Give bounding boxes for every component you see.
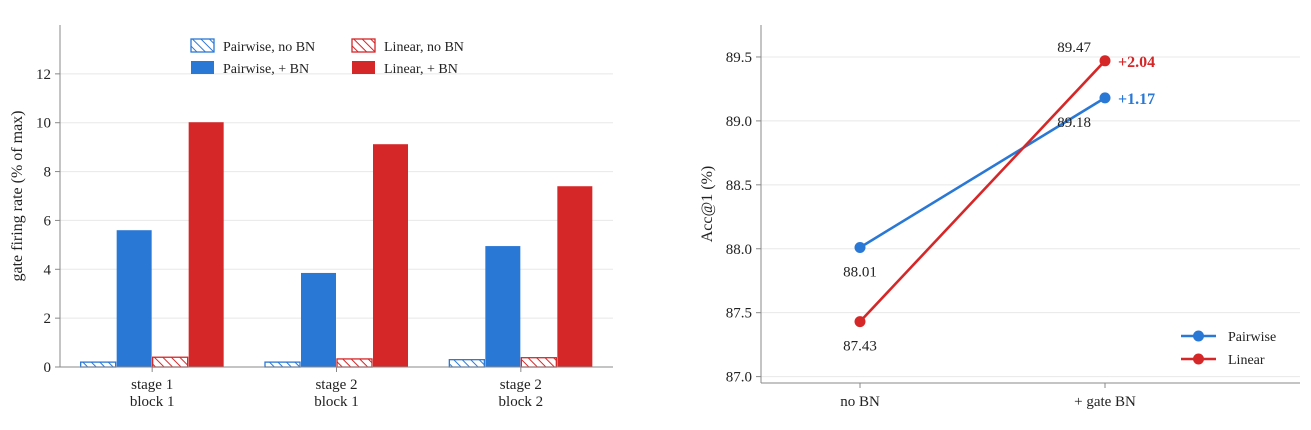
bar-y-axis-title: gate firing rate (% of max): [9, 110, 26, 281]
legend-swatch: [191, 61, 214, 74]
pairwise-point: [854, 241, 866, 253]
bar-pairwise-no-bn: [448, 359, 485, 368]
legend-label: Linear: [1228, 353, 1265, 368]
pairwise-line: [859, 96, 1106, 249]
legend-label: Linear, + BN: [384, 62, 458, 77]
line-x-ticks: no BN + gate BN: [840, 383, 1136, 410]
bar-pairwise-no-bn: [264, 361, 301, 368]
line-y-tick-label: 89.5: [726, 50, 752, 66]
bar-y-tick-label: 6: [44, 213, 52, 229]
bar-x-tick-label: block 1: [314, 394, 359, 410]
legend-swatch: [190, 38, 215, 53]
pairwise-point: [1099, 92, 1111, 104]
linear-data-label: 89.47: [1057, 40, 1091, 56]
line-y-tick-label: 88.5: [726, 178, 752, 194]
bar-gridlines: [60, 73, 613, 319]
linear-line: [859, 59, 1106, 323]
bar-y-tick-label: 4: [44, 262, 52, 278]
line-x-tick-label: + gate BN: [1074, 394, 1136, 410]
bar-legend: Pairwise, no BN Linear, no BN Pairwise, + …: [190, 38, 464, 77]
line-x-tick-label: no BN: [840, 394, 880, 410]
bar-y-tick-label: 0: [44, 360, 52, 376]
legend-swatch: [351, 38, 376, 53]
bar-x-tick-label: block 2: [499, 394, 544, 410]
line-y-tick-label: 87.0: [726, 370, 752, 386]
bar-x-tick-label: stage 2: [315, 377, 357, 393]
linear-delta-label: +2.04: [1118, 54, 1155, 71]
line-legend: Pairwise Linear: [1181, 330, 1276, 368]
line-chart: 87.087.588.088.589.089.5 no BN + gate BN …: [699, 25, 1300, 410]
bar-series: [80, 122, 593, 368]
bar-y-tick-label: 12: [36, 67, 51, 83]
line-y-ticks: 87.0 87.5 88.0 88.5 89.0 89.5: [726, 50, 761, 386]
bar-x-tick-label: block 1: [130, 394, 175, 410]
bar-pairwise-bn: [485, 246, 521, 367]
bar-x-tick-label: stage 2: [500, 377, 542, 393]
line-y-axis-title: Acc@1 (%): [699, 166, 716, 242]
legend-label: Pairwise: [1228, 330, 1276, 345]
pairwise-data-label: 89.18: [1057, 115, 1091, 131]
legend-marker: [1193, 353, 1204, 365]
line-series: 88.01 89.18 +1.17 87.43 89.47 +2.04: [843, 40, 1155, 355]
bar-linear-no-bn: [152, 356, 189, 368]
bar-pairwise-bn: [116, 230, 152, 367]
line-y-tick-label: 88.0: [726, 242, 752, 258]
bar-y-ticks: 0 2 4 6 8 10 12: [36, 67, 60, 376]
bar-linear-bn: [373, 144, 408, 367]
legend-label: Linear, no BN: [384, 40, 464, 55]
bar-linear-bn: [557, 186, 593, 367]
bar-pairwise-no-bn: [80, 361, 117, 368]
linear-data-label: 87.43: [843, 339, 877, 355]
bar-y-tick-label: 8: [44, 165, 52, 181]
bar-y-tick-label: 10: [36, 116, 51, 132]
linear-point: [1099, 55, 1111, 67]
bar-pairwise-bn: [301, 272, 336, 367]
legend-swatch: [352, 61, 375, 74]
bar-linear-no-bn: [520, 357, 557, 368]
pairwise-data-label: 88.01: [843, 264, 877, 280]
line-gridlines: [761, 56, 1300, 378]
legend-label: Pairwise, no BN: [223, 40, 315, 55]
legend-label: Pairwise, + BN: [223, 62, 309, 77]
legend-marker: [1193, 330, 1204, 342]
line-y-tick-label: 87.5: [726, 306, 752, 322]
line-y-tick-label: 89.0: [726, 114, 752, 130]
bar-linear-bn: [188, 122, 224, 368]
linear-point: [854, 316, 866, 328]
pairwise-delta-label: +1.17: [1118, 91, 1155, 108]
bar-linear-no-bn: [336, 358, 373, 368]
bar-x-tick-label: stage 1: [131, 377, 173, 393]
bar-y-tick-label: 2: [44, 311, 52, 327]
